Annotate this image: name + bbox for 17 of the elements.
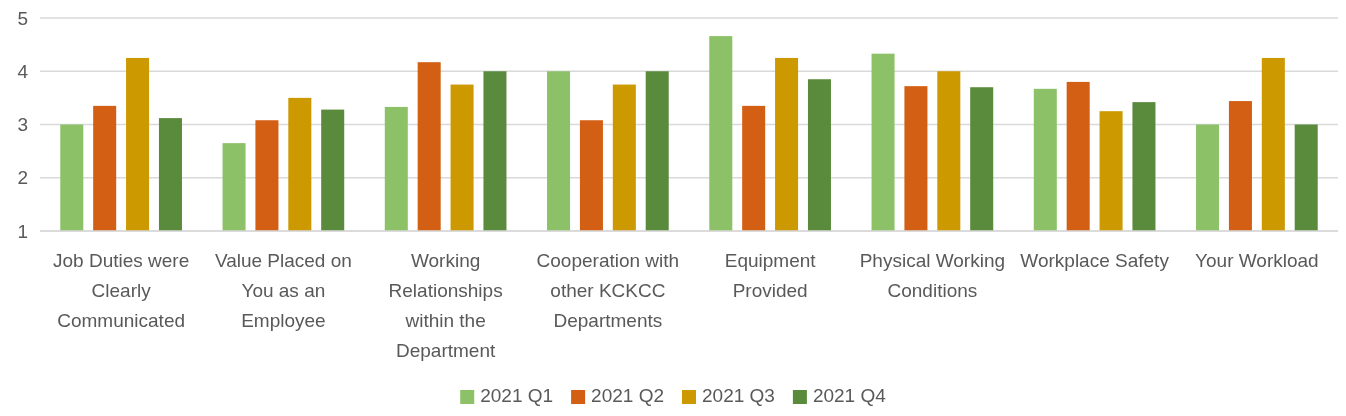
x-tick-label: Equipment Provided: [724, 250, 817, 301]
x-tick-label: Physical Working Conditions: [859, 250, 1006, 301]
x-tick-label: Working Relationships within the Department: [388, 250, 503, 361]
y-tick-label: 2: [17, 167, 28, 189]
legend-label: 2021 Q3: [702, 385, 775, 406]
x-tick-label: Workplace Safety: [1020, 250, 1170, 271]
legend-label: 2021 Q1: [480, 385, 554, 406]
y-tick-label: 1: [17, 220, 28, 242]
y-tick-label: 3: [17, 114, 28, 136]
y-tick-label: 4: [17, 60, 29, 82]
x-tick-label: Your Workload: [1195, 250, 1319, 271]
legend-label: 2021 Q2: [591, 385, 665, 406]
x-tick-label: Job Duties were Clearly Communicated: [53, 250, 190, 331]
legend-label: 2021 Q4: [812, 385, 887, 406]
x-tick-label: Value Placed on You as an Employee: [214, 250, 352, 331]
y-tick-label: 5: [17, 7, 28, 29]
x-tick-label: Cooperation with other KCKCC Departments: [536, 250, 680, 331]
